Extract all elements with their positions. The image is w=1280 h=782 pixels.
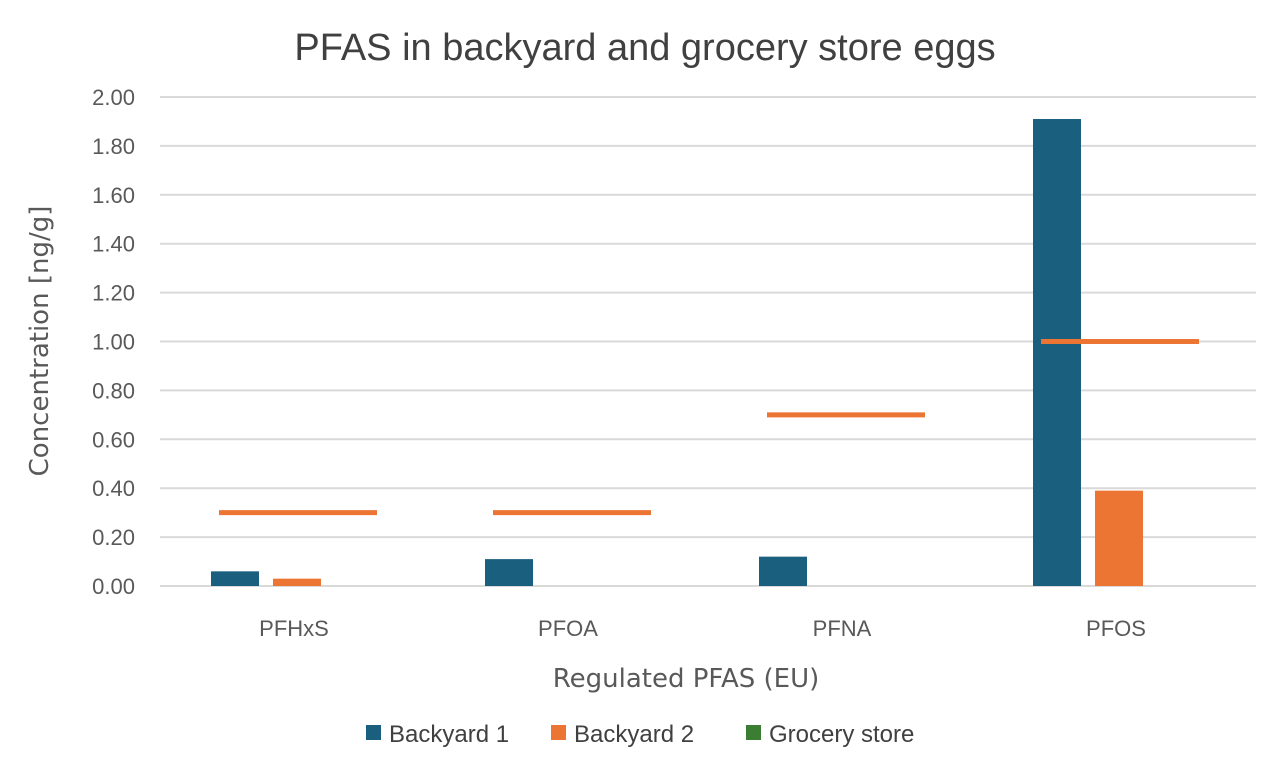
bar xyxy=(273,578,321,586)
legend-label: Grocery store xyxy=(769,721,914,748)
y-tick-label: 2.00 xyxy=(92,85,135,110)
x-tick-label: PFOA xyxy=(538,616,598,641)
y-tick-label: 1.20 xyxy=(92,281,135,306)
bar xyxy=(759,556,807,586)
y-tick-label: 0.40 xyxy=(92,476,135,501)
legend-label: Backyard 1 xyxy=(389,721,509,748)
x-axis-ticks: PFHxS PFOA PFNA PFOS xyxy=(259,616,1146,641)
y-tick-label: 0.20 xyxy=(92,525,135,550)
y-axis-title: Concentration [ng/g] xyxy=(25,206,55,477)
x-tick-label: PFOS xyxy=(1086,616,1146,641)
y-tick-label: 1.40 xyxy=(92,232,135,257)
y-tick-label: 1.00 xyxy=(92,330,135,355)
bar xyxy=(211,571,259,586)
x-tick-label: PFHxS xyxy=(259,616,329,641)
y-tick-label: 1.60 xyxy=(92,183,135,208)
y-tick-label: 0.60 xyxy=(92,427,135,452)
y-tick-label: 0.00 xyxy=(92,574,135,599)
chart-title: PFAS in backyard and grocery store eggs xyxy=(294,27,995,69)
x-axis-title: Regulated PFAS (EU) xyxy=(553,664,820,694)
legend: Backyard 1 Backyard 2 Grocery store xyxy=(366,721,914,748)
legend-swatch xyxy=(551,725,566,740)
x-tick-label: PFNA xyxy=(813,616,872,641)
legend-swatch xyxy=(366,725,381,740)
y-tick-label: 0.80 xyxy=(92,378,135,403)
bars xyxy=(211,119,1143,586)
y-tick-label: 1.80 xyxy=(92,134,135,159)
bar xyxy=(1095,490,1143,586)
bar xyxy=(1033,119,1081,586)
reference-lines xyxy=(219,339,1199,516)
legend-swatch xyxy=(746,725,761,740)
y-axis-ticks: 0.00 0.20 0.40 0.60 0.80 1.00 1.20 1.40 1.60 1.80… xyxy=(92,85,135,599)
legend-label: Backyard 2 xyxy=(574,721,694,748)
bar xyxy=(485,559,533,586)
